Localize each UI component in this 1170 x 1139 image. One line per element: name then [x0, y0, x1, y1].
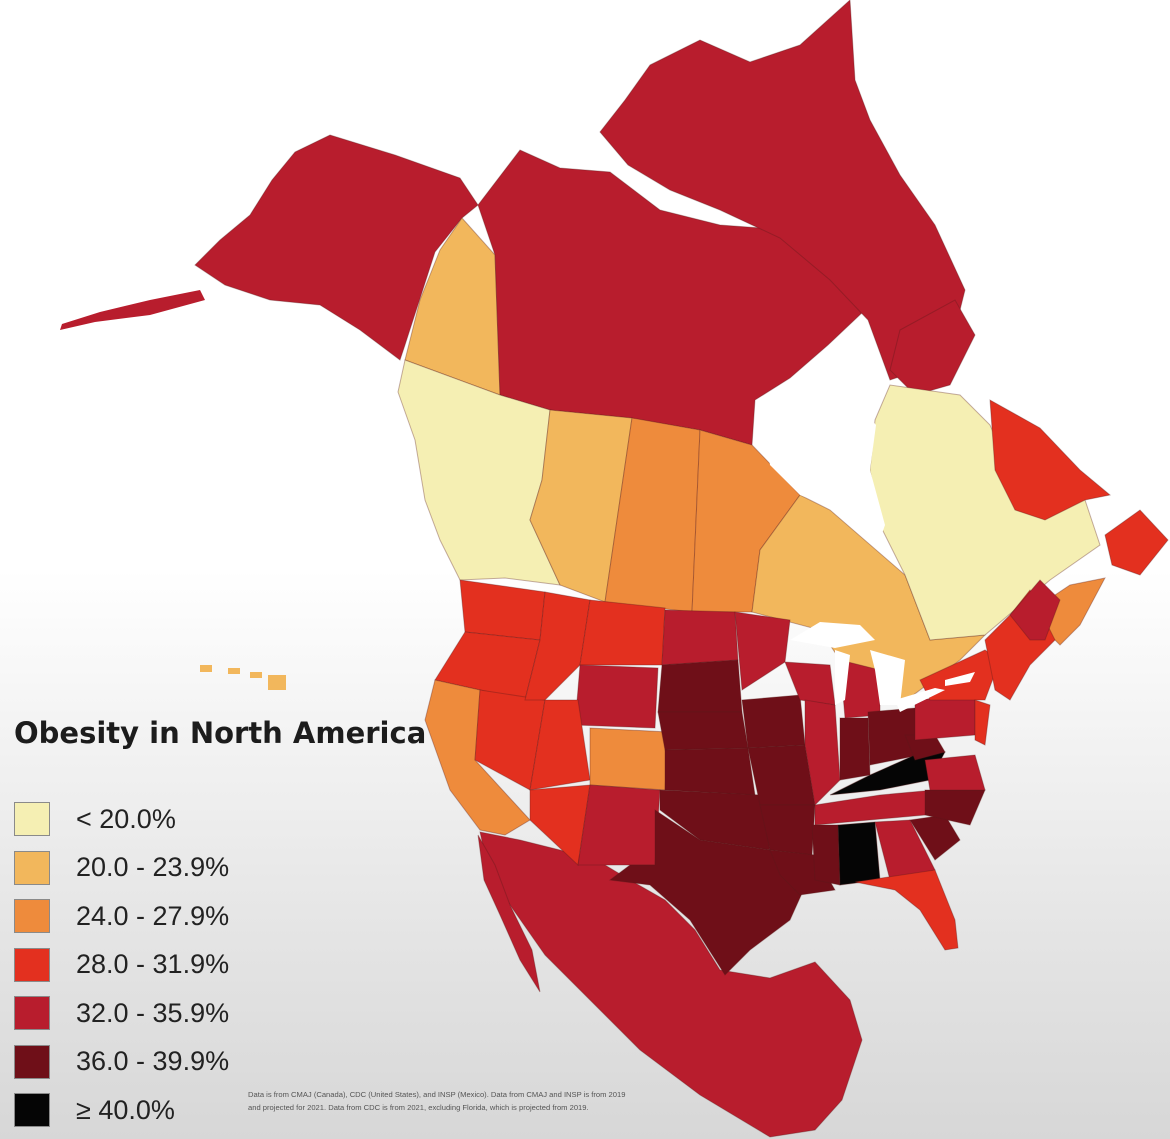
- region-florida: [854, 869, 959, 951]
- region-mexico: [479, 831, 863, 1138]
- legend-item: 28.0 - 31.9%: [14, 941, 229, 990]
- region-quebec: [869, 384, 1101, 641]
- region-iowa: [741, 694, 806, 749]
- region-louisiana: [769, 849, 836, 896]
- legend-swatch: [14, 899, 50, 934]
- region-hawaii: [200, 665, 286, 690]
- legend-label: < 20.0%: [76, 803, 176, 834]
- region-maine: [1009, 579, 1061, 641]
- legend: < 20.0% 20.0 - 23.9% 24.0 - 27.9% 28.0 -…: [14, 795, 229, 1135]
- region-wyoming: [574, 664, 659, 729]
- hudson-bay: [760, 380, 885, 545]
- region-minnesota: [734, 611, 791, 691]
- legend-item: < 20.0%: [14, 795, 229, 844]
- region-montana: [579, 599, 666, 666]
- source-note: Data is from CMAJ (Canada), CDC (United …: [248, 1090, 626, 1112]
- region-illinois: [804, 699, 841, 807]
- region-nebraska: [657, 711, 749, 751]
- region-aleutians: [60, 290, 205, 330]
- region-new-jersey: [974, 699, 991, 746]
- region-virginia: [924, 754, 986, 791]
- legend-item: 20.0 - 23.9%: [14, 844, 229, 893]
- region-kansas: [664, 747, 756, 796]
- legend-swatch: [14, 947, 50, 982]
- great-lakes-erie-ontario: [895, 672, 975, 712]
- legend-label: 36.0 - 39.9%: [76, 1046, 230, 1077]
- legend-swatch: [14, 1093, 50, 1128]
- region-pennsylvania: [914, 694, 976, 741]
- legend-label: 20.0 - 23.9%: [76, 852, 230, 883]
- region-north-dakota: [661, 609, 739, 666]
- great-lakes-superior: [790, 622, 875, 648]
- legend-item: 36.0 - 39.9%: [14, 1038, 229, 1087]
- region-new-mexico: [577, 784, 661, 866]
- region-missouri: [747, 744, 816, 806]
- region-baja-california: [477, 834, 541, 993]
- region-south-dakota: [657, 659, 743, 713]
- legend-item: 24.0 - 27.9%: [14, 892, 229, 941]
- legend-item: ≥ 40.0%: [14, 1086, 229, 1135]
- region-alabama: [837, 821, 881, 886]
- legend-label: 32.0 - 35.9%: [76, 997, 230, 1028]
- region-labrador: [989, 399, 1112, 521]
- legend-swatch: [14, 996, 50, 1031]
- legend-label: ≥ 40.0%: [76, 1094, 175, 1125]
- region-indiana: [839, 717, 871, 781]
- legend-label: 28.0 - 31.9%: [76, 949, 230, 980]
- region-colorado: [589, 727, 669, 791]
- great-lakes-michigan-huron: [835, 650, 905, 705]
- region-alaska: [194, 134, 479, 361]
- legend-item: 32.0 - 35.9%: [14, 989, 229, 1038]
- legend-label: 24.0 - 27.9%: [76, 900, 230, 931]
- legend-swatch: [14, 1044, 50, 1079]
- legend-swatch: [14, 850, 50, 885]
- region-newfoundland: [1104, 509, 1169, 576]
- region-baffin-east: [889, 299, 976, 396]
- map-title: Obesity in North America: [14, 716, 427, 750]
- region-washington: [459, 579, 546, 641]
- legend-swatch: [14, 802, 50, 837]
- region-mississippi: [811, 824, 841, 886]
